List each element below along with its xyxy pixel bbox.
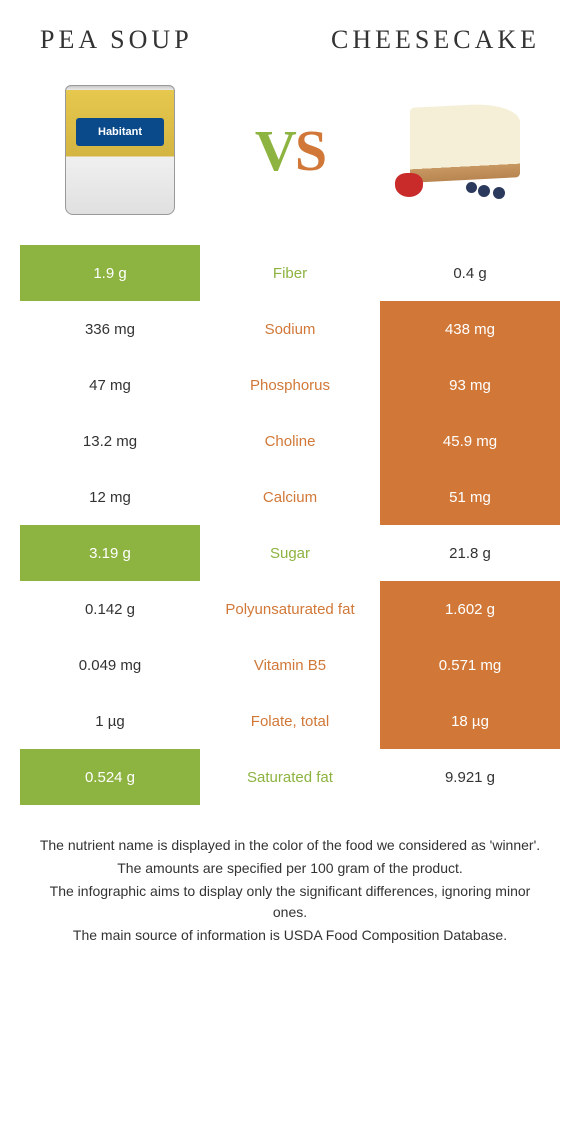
nutrient-table: 1.9 gFiber0.4 g336 mgSodium438 mg47 mgPh… <box>0 245 580 805</box>
left-value-cell: 12 mg <box>20 469 200 525</box>
nutrient-row: 13.2 mgCholine45.9 mg <box>20 413 560 469</box>
right-value-cell: 0.4 g <box>380 245 560 301</box>
left-value-cell: 1 µg <box>20 693 200 749</box>
left-food-image: Habitant <box>50 80 190 220</box>
nutrient-name-cell: Sodium <box>200 301 380 357</box>
vs-letter-v: V <box>255 118 295 183</box>
nutrient-name-cell: Fiber <box>200 245 380 301</box>
soup-can-icon: Habitant <box>65 85 175 215</box>
images-row: Habitant VS <box>0 70 580 245</box>
nutrient-row: 0.049 mgVitamin B50.571 mg <box>20 637 560 693</box>
right-value-cell: 9.921 g <box>380 749 560 805</box>
left-value-cell: 0.142 g <box>20 581 200 637</box>
nutrient-row: 12 mgCalcium51 mg <box>20 469 560 525</box>
nutrient-name-cell: Polyunsaturated fat <box>200 581 380 637</box>
nutrient-row: 47 mgPhosphorus93 mg <box>20 357 560 413</box>
vs-badge: VS <box>255 117 325 184</box>
right-value-cell: 51 mg <box>380 469 560 525</box>
nutrient-name-cell: Sugar <box>200 525 380 581</box>
right-value-cell: 18 µg <box>380 693 560 749</box>
nutrient-row: 3.19 gSugar21.8 g <box>20 525 560 581</box>
left-food-title: Pea soup <box>40 25 193 55</box>
nutrient-name-cell: Phosphorus <box>200 357 380 413</box>
can-brand-label: Habitant <box>76 118 164 146</box>
left-value-cell: 0.049 mg <box>20 637 200 693</box>
footer-line: The main source of information is USDA F… <box>35 925 545 946</box>
left-value-cell: 0.524 g <box>20 749 200 805</box>
right-value-cell: 1.602 g <box>380 581 560 637</box>
left-value-cell: 13.2 mg <box>20 413 200 469</box>
header-row: Pea soup Cheesecake <box>0 0 580 70</box>
vs-letter-s: S <box>295 118 325 183</box>
right-food-image <box>390 80 530 220</box>
left-value-cell: 336 mg <box>20 301 200 357</box>
cheesecake-icon <box>395 95 525 205</box>
right-value-cell: 45.9 mg <box>380 413 560 469</box>
nutrient-row: 336 mgSodium438 mg <box>20 301 560 357</box>
nutrient-row: 1.9 gFiber0.4 g <box>20 245 560 301</box>
nutrient-name-cell: Vitamin B5 <box>200 637 380 693</box>
footer-line: The amounts are specified per 100 gram o… <box>35 858 545 879</box>
footer-line: The infographic aims to display only the… <box>35 881 545 923</box>
nutrient-name-cell: Saturated fat <box>200 749 380 805</box>
left-value-cell: 47 mg <box>20 357 200 413</box>
nutrient-row: 0.524 gSaturated fat9.921 g <box>20 749 560 805</box>
right-food-title: Cheesecake <box>331 25 540 55</box>
nutrient-name-cell: Choline <box>200 413 380 469</box>
right-value-cell: 0.571 mg <box>380 637 560 693</box>
nutrient-name-cell: Calcium <box>200 469 380 525</box>
right-value-cell: 93 mg <box>380 357 560 413</box>
footer-line: The nutrient name is displayed in the co… <box>35 835 545 856</box>
left-value-cell: 3.19 g <box>20 525 200 581</box>
footer-notes: The nutrient name is displayed in the co… <box>0 805 580 946</box>
right-value-cell: 438 mg <box>380 301 560 357</box>
nutrient-name-cell: Folate, total <box>200 693 380 749</box>
nutrient-row: 1 µgFolate, total18 µg <box>20 693 560 749</box>
left-value-cell: 1.9 g <box>20 245 200 301</box>
right-value-cell: 21.8 g <box>380 525 560 581</box>
nutrient-row: 0.142 gPolyunsaturated fat1.602 g <box>20 581 560 637</box>
